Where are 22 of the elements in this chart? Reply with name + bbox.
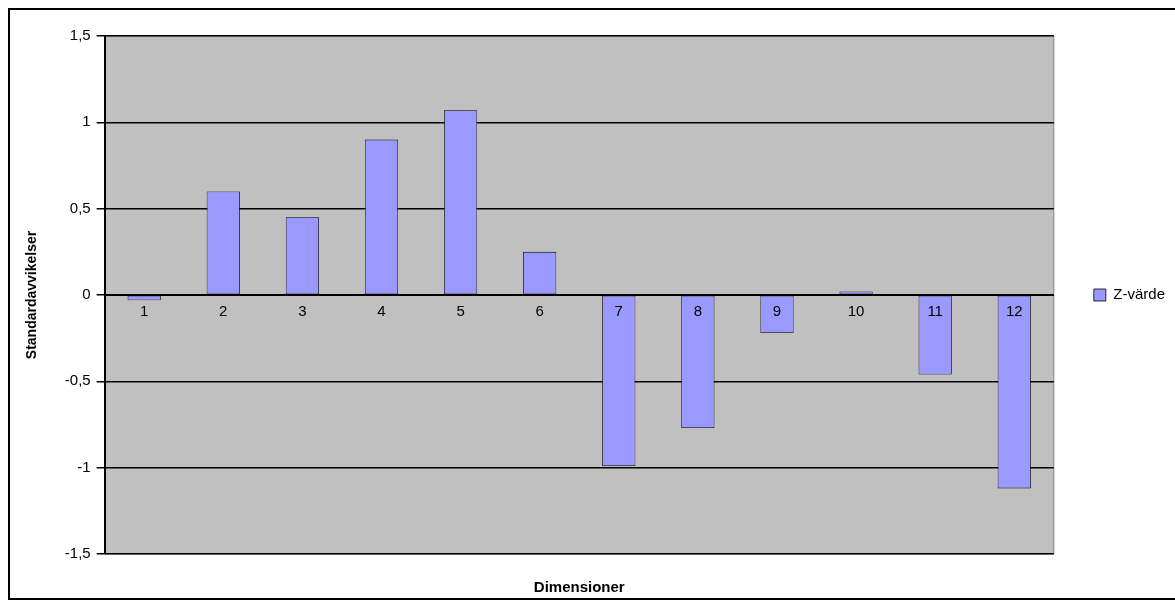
y-tick-label: -0,5: [64, 371, 91, 389]
x-tick-label: 11: [927, 301, 943, 319]
x-tick-label: 2: [219, 301, 228, 319]
y-tick-label: 1,5: [69, 26, 91, 44]
x-tick-label: 8: [693, 301, 703, 319]
x-tick-label: 9: [772, 301, 782, 319]
x-tick-label: 5: [456, 301, 465, 319]
legend-label: Z-värde: [1113, 285, 1166, 303]
y-tick-label: 0,5: [69, 198, 91, 216]
y-axis-title: Standardavvikelser: [23, 230, 40, 360]
x-tick-label: 1: [140, 301, 149, 319]
x-tick-label: 7: [614, 301, 623, 319]
y-tick-label: -1: [77, 457, 91, 475]
x-tick-label: 6: [535, 301, 544, 319]
x-tick-label: 3: [298, 301, 307, 319]
x-axis-title: Dimensioner: [533, 578, 625, 596]
y-tick-label: 1: [82, 112, 91, 130]
y-tick-label: -1,5: [64, 544, 91, 562]
x-tick-label: 10: [847, 301, 865, 319]
x-tick-label: 4: [377, 301, 386, 319]
y-tick-label: 0: [82, 285, 91, 303]
x-tick-label: 12: [1005, 301, 1023, 319]
